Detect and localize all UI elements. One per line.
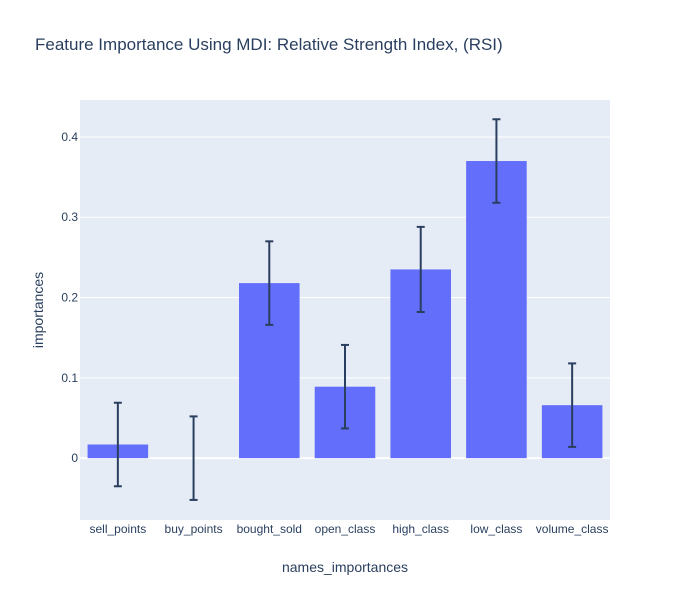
- error-bar-volume_class: [568, 362, 577, 448]
- y-tick-label: 0.2: [61, 291, 78, 305]
- error-bars: [113, 118, 577, 501]
- error-bar-buy_points: [189, 415, 198, 501]
- error-bar-open_class: [341, 343, 349, 430]
- bar-low_class: [466, 161, 527, 459]
- x-tick-label: sell_points: [90, 522, 147, 536]
- chart-title: Feature Importance Using MDI: Relative S…: [35, 35, 503, 54]
- y-tick-label: 0.4: [61, 130, 78, 144]
- error-bar-sell_points: [113, 401, 122, 488]
- x-tick-label: bought_sold: [237, 522, 302, 536]
- y-axis-ticks: 0 0.1 0.2 0.3 0.4: [61, 130, 78, 465]
- x-tick-label: open_class: [315, 522, 376, 536]
- x-axis-ticks: sell_points buy_points bought_sold open_cla…: [90, 522, 609, 536]
- x-tick-label: low_class: [470, 522, 522, 536]
- y-axis-title: importances: [30, 272, 46, 348]
- x-axis-title: names_importances: [282, 559, 408, 575]
- y-tick-label: 0.1: [61, 371, 78, 385]
- error-bar-high_class: [416, 225, 425, 314]
- error-bar-low_class: [492, 118, 501, 204]
- x-tick-label: buy_points: [165, 522, 223, 536]
- error-bar-bought_sold: [265, 240, 274, 326]
- x-tick-label: volume_class: [536, 522, 609, 536]
- x-tick-label: high_class: [392, 522, 449, 536]
- y-tick-label: 0.3: [61, 210, 78, 224]
- y-tick-label: 0: [71, 451, 78, 465]
